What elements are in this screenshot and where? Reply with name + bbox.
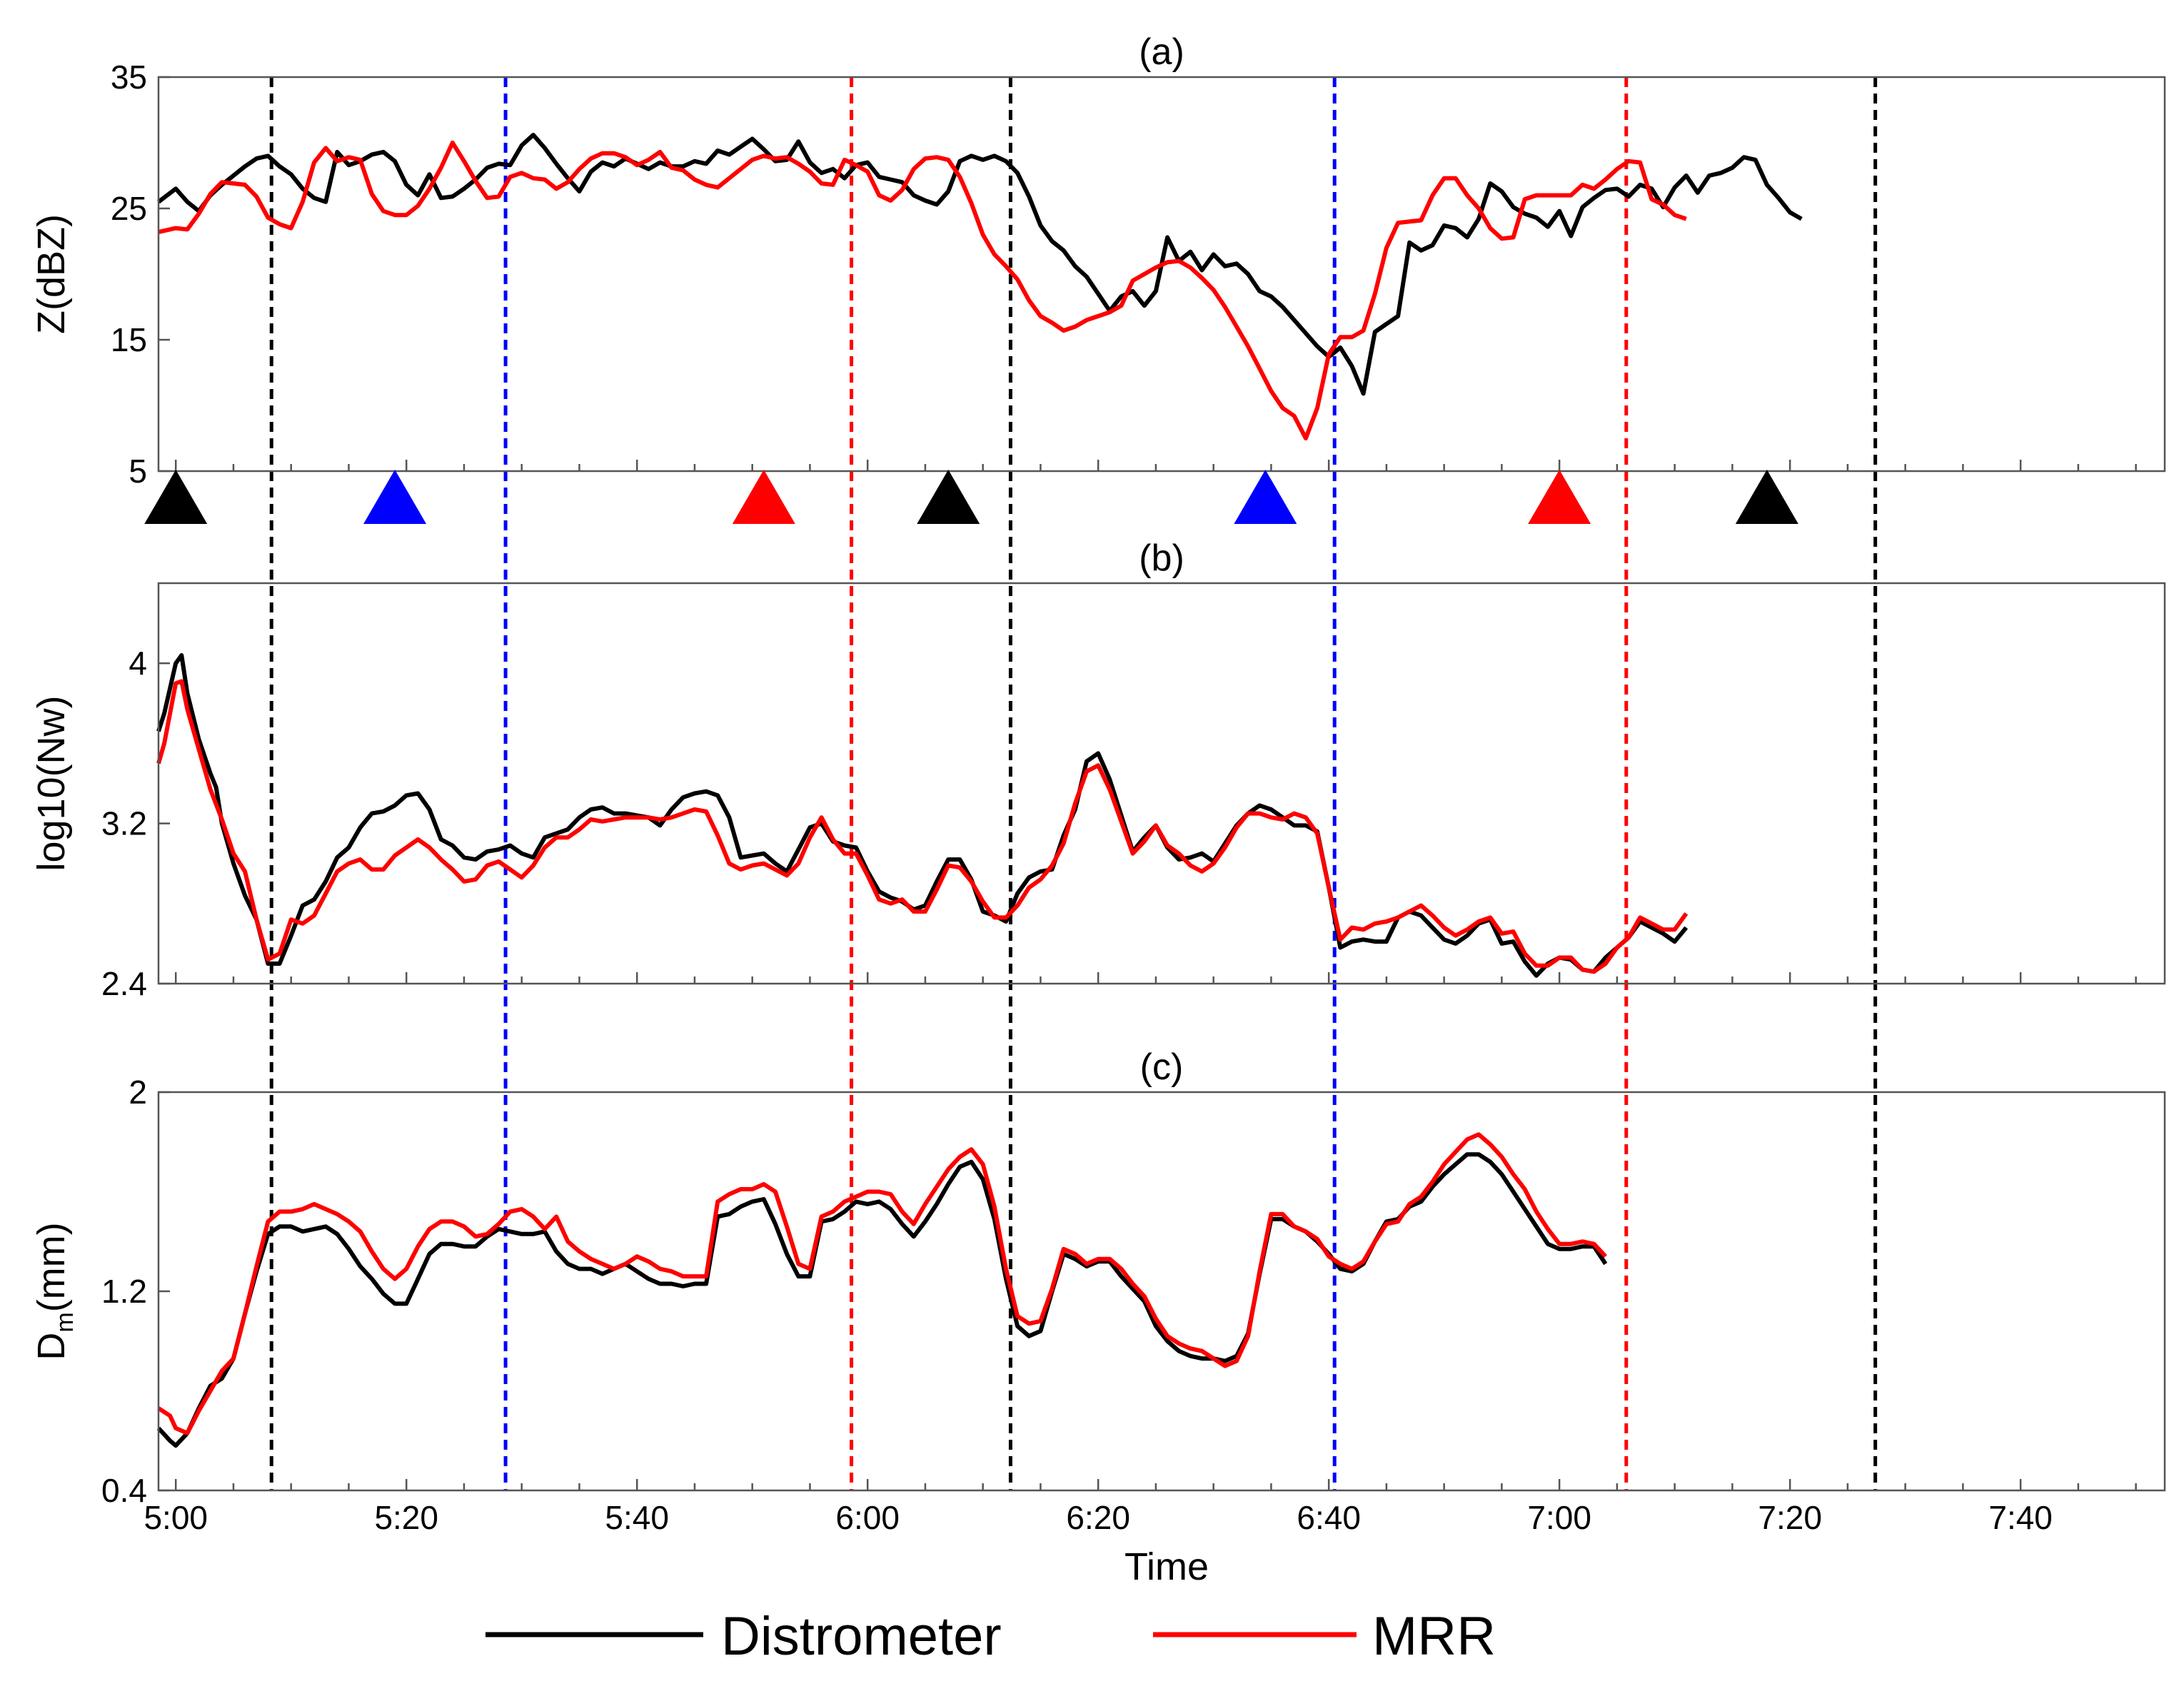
- triangle-marker: [732, 470, 795, 524]
- y-tick-label: 35: [111, 59, 147, 96]
- y-tick-label: 2: [129, 1074, 147, 1111]
- x-tick-label: 7:40: [1988, 1499, 2053, 1536]
- panel-title: (a): [1139, 31, 1184, 73]
- y-axis-title-suffix: (mm): [30, 1222, 73, 1312]
- plot-frame: [157, 1091, 2166, 1492]
- triangle-marker: [144, 470, 208, 524]
- triangle-marker: [363, 470, 427, 524]
- y-axis-title: Z(dBZ): [30, 214, 73, 334]
- series-line-mrr: [156, 679, 1689, 974]
- series-line-distrometer: [157, 133, 1803, 396]
- y-tick-label: 1.2: [101, 1273, 147, 1310]
- y-tick-label: 5: [129, 453, 147, 490]
- panel-title: (b): [1139, 537, 1184, 579]
- x-tick-label: 7:20: [1758, 1499, 1822, 1536]
- y-tick-label: 4: [129, 645, 147, 682]
- triangle-marker: [917, 470, 980, 524]
- y-tick-label: 3.2: [101, 805, 147, 842]
- legend: Distrometer MRR: [485, 1606, 1496, 1667]
- x-tick-label: 6:40: [1297, 1499, 1361, 1536]
- x-tick-label: 6:20: [1066, 1499, 1130, 1536]
- panel-a: 5 15 25 35 (a) Z(dBZ): [30, 31, 2166, 490]
- panel-title: (c): [1140, 1046, 1184, 1088]
- series-line-mrr: [158, 141, 1687, 440]
- x-tick-label: 5:40: [605, 1499, 669, 1536]
- series-line-distrometer: [156, 653, 1689, 978]
- y-tick-label: 25: [111, 190, 147, 227]
- y-axis-title: Dm(mm): [30, 1222, 79, 1360]
- panel-c: 0.4 1.2 2 (c) Dm(mm): [30, 1046, 2166, 1509]
- y-tick-label: 2.4: [101, 965, 147, 1002]
- y-tick-label: 0.4: [101, 1472, 147, 1509]
- triangle-marker: [1528, 470, 1591, 524]
- series-line-mrr: [157, 1132, 1608, 1435]
- triangle-marker: [1735, 470, 1798, 524]
- x-tick-label: 6:00: [835, 1499, 900, 1536]
- panel-b: 2.4 3.2 4 (b) log10(Nw): [30, 537, 2166, 1002]
- x-tick-label: 5:20: [374, 1499, 438, 1536]
- y-axis-title: log10(Nw): [30, 695, 73, 871]
- plot-frame: [157, 582, 2166, 985]
- x-tick-label: 7:00: [1527, 1499, 1591, 1536]
- triangle-marker: [1234, 470, 1297, 524]
- y-tick-label: 15: [111, 321, 147, 358]
- legend-label-mrr: MRR: [1372, 1606, 1496, 1667]
- series-line-distrometer: [156, 1152, 1608, 1448]
- x-axis-title: Time: [1124, 1545, 1209, 1588]
- x-tick-label: 5:00: [144, 1499, 208, 1536]
- plot-frame: [157, 76, 2166, 473]
- y-axis-title-subscript: m: [51, 1312, 79, 1332]
- legend-label-distrometer: Distrometer: [721, 1606, 1002, 1667]
